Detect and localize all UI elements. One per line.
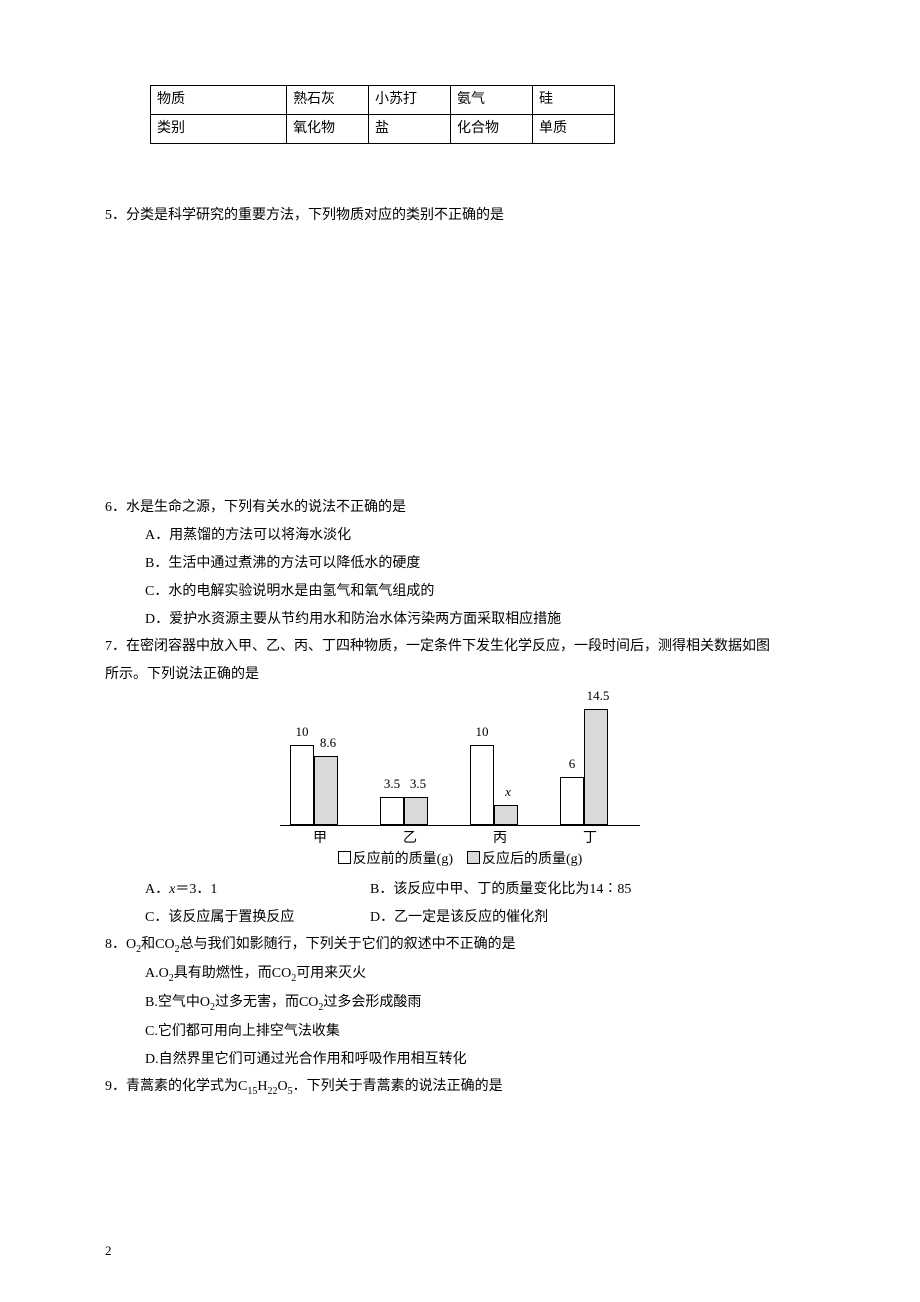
legend-swatch-before bbox=[338, 851, 351, 864]
bar-value-label: 10 bbox=[462, 721, 502, 743]
substance-table: 物质 熟石灰 小苏打 氨气 硅 类别 氧化物 盐 化合物 单质 bbox=[150, 85, 615, 144]
cell: 熟石灰 bbox=[287, 86, 369, 115]
q8-option-c: C.它们都可用向上排空气法收集 bbox=[145, 1020, 815, 1044]
q7-option-a: A．x＝3．1 bbox=[145, 878, 370, 902]
legend-after-label: 反应后的质量(g) bbox=[482, 852, 582, 867]
bar-value-label: 8.6 bbox=[308, 732, 348, 754]
bar-before bbox=[290, 745, 314, 825]
q8a-3: 可用来灭火 bbox=[296, 966, 366, 981]
cell: 氧化物 bbox=[287, 114, 369, 143]
q6-option-b: B．生活中通过煮沸的方法可以降低水的硬度 bbox=[145, 552, 815, 576]
bar-after bbox=[584, 709, 608, 825]
cell: 单质 bbox=[532, 114, 614, 143]
chart-category-label: 乙 bbox=[380, 827, 440, 851]
sub-icon: 15 bbox=[247, 1086, 257, 1097]
question-7-line1: 7．在密闭容器中放入甲、乙、丙、丁四种物质，一定条件下发生化学反应，一段时间后，… bbox=[105, 635, 815, 659]
table-row: 类别 氧化物 盐 化合物 单质 bbox=[151, 114, 615, 143]
q8-option-d: D.自然界里它们可通过光合作用和呼吸作用相互转化 bbox=[145, 1048, 815, 1072]
question-6: 6．水是生命之源，下列有关水的说法不正确的是 bbox=[105, 496, 815, 520]
q8a-2: 具有助燃性，而CO bbox=[174, 966, 291, 981]
q8-option-a: A.O2具有助燃性，而CO2可用来灭火 bbox=[145, 962, 815, 987]
q8-t2: 和CO bbox=[141, 937, 174, 952]
q8b-1: B.空气中O bbox=[145, 995, 210, 1010]
cell: 盐 bbox=[369, 114, 451, 143]
q8b-3: 过多会形成酸雨 bbox=[323, 995, 421, 1010]
q9-2: H bbox=[257, 1079, 267, 1094]
cell: 硅 bbox=[532, 86, 614, 115]
legend-before-label: 反应前的质量(g) bbox=[353, 852, 453, 867]
q8-t1: 8．O bbox=[105, 937, 136, 952]
legend-swatch-after bbox=[467, 851, 480, 864]
question-7-line2: 所示。下列说法正确的是 bbox=[105, 663, 815, 687]
q8-t3: 总与我们如影随行，下列关于它们的叙述中不正确的是 bbox=[180, 937, 516, 952]
cell: 氨气 bbox=[451, 86, 533, 115]
bar-value-label: 14.5 bbox=[578, 685, 618, 707]
q7-a-suffix: ＝3．1 bbox=[175, 882, 217, 897]
sub-icon: 22 bbox=[267, 1086, 277, 1097]
q9-4: ．下列关于青蒿素的说法正确的是 bbox=[293, 1079, 503, 1094]
bar-after bbox=[494, 805, 518, 825]
question-5: 5．分类是科学研究的重要方法，下列物质对应的类别不正确的是 bbox=[105, 204, 815, 228]
chart-category-label: 丙 bbox=[470, 827, 530, 851]
q6-option-a: A．用蒸馏的方法可以将海水淡化 bbox=[145, 524, 815, 548]
cell: 物质 bbox=[151, 86, 287, 115]
q7-a-prefix: A． bbox=[145, 882, 169, 897]
q8a-1: A.O bbox=[145, 966, 169, 981]
q7-option-d: D．乙一定是该反应的催化剂 bbox=[370, 906, 548, 930]
q6-option-c: C．水的电解实验说明水是由氢气和氧气组成的 bbox=[145, 580, 815, 604]
q8b-2: 过多无害，而CO bbox=[215, 995, 318, 1010]
bar-value-label: 3.5 bbox=[398, 773, 438, 795]
q7-option-b: B．该反应中甲、丁的质量变化比为14∶85 bbox=[370, 878, 631, 902]
q7-option-c: C．该反应属于置换反应 bbox=[145, 906, 370, 930]
page-number: 2 bbox=[105, 1240, 112, 1262]
q7-options-row1: A．x＝3．1 B．该反应中甲、丁的质量变化比为14∶85 bbox=[145, 878, 815, 902]
table-row: 物质 熟石灰 小苏打 氨气 硅 bbox=[151, 86, 615, 115]
bar-after bbox=[314, 756, 338, 825]
chart-category-label: 丁 bbox=[560, 827, 620, 851]
chart-legend: 反应前的质量(g) 反应后的质量(g) bbox=[280, 848, 640, 872]
question-9: 9．青蒿素的化学式为C15H22O5．下列关于青蒿素的说法正确的是 bbox=[105, 1075, 815, 1100]
chart-category-label: 甲 bbox=[290, 827, 350, 851]
mass-bar-chart: 108.6甲3.53.5乙10x丙614.5丁 反应前的质量(g) 反应后的质量… bbox=[280, 695, 640, 872]
cell: 类别 bbox=[151, 114, 287, 143]
q9-3: O bbox=[277, 1079, 287, 1094]
q6-option-d: D．爱护水资源主要从节约用水和防治水体污染两方面采取相应措施 bbox=[145, 608, 815, 632]
bar-after bbox=[404, 797, 428, 825]
cell: 化合物 bbox=[451, 114, 533, 143]
cell: 小苏打 bbox=[369, 86, 451, 115]
question-8: 8．O2和CO2总与我们如影随行，下列关于它们的叙述中不正确的是 bbox=[105, 933, 815, 958]
bar-before bbox=[380, 797, 404, 825]
q8-option-b: B.空气中O2过多无害，而CO2过多会形成酸雨 bbox=[145, 991, 815, 1016]
q7-options-row2: C．该反应属于置换反应 D．乙一定是该反应的催化剂 bbox=[145, 906, 815, 930]
bar-value-label: x bbox=[488, 781, 528, 803]
bar-before bbox=[560, 777, 584, 825]
q9-1: 9．青蒿素的化学式为C bbox=[105, 1079, 247, 1094]
